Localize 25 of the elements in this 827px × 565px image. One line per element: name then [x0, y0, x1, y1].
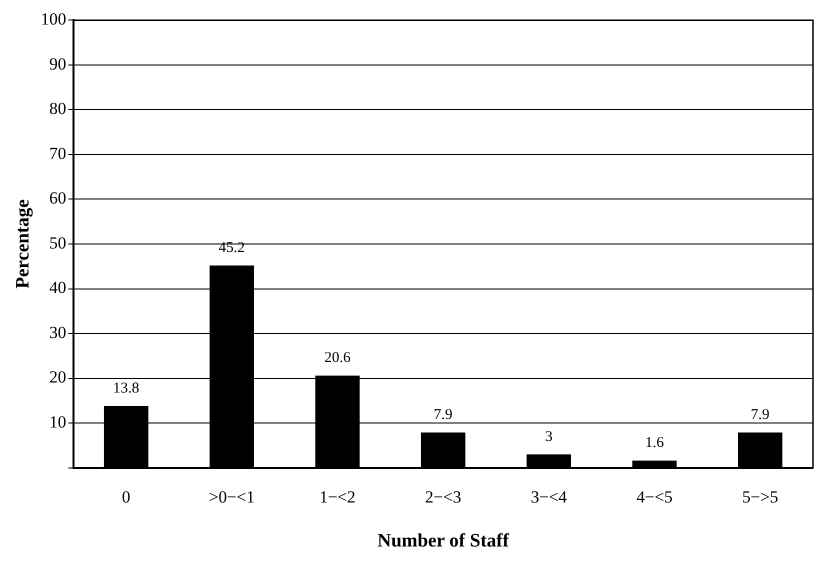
x-axis-title: Number of Staff	[377, 530, 510, 552]
y-tick-label: 50	[49, 233, 66, 252]
data-label: 1.6	[645, 435, 664, 452]
y-tick-label: 70	[49, 144, 66, 163]
y-tick-label: 30	[49, 322, 66, 342]
y-tick-label: 20	[49, 368, 66, 387]
data-label: 7.9	[434, 406, 453, 423]
y-tick-label: 60	[49, 188, 66, 208]
x-tick-label: 0	[122, 487, 130, 506]
x-tick-label: 2−<3	[425, 487, 462, 506]
y-tick-label: 90	[49, 54, 66, 74]
y-tick-label: 40	[49, 278, 66, 298]
y-tick-label: 100	[40, 10, 66, 29]
x-tick-label: 5−>5	[742, 487, 778, 506]
x-tick-label: 1−<2	[319, 487, 356, 506]
y-tick-label: 80	[49, 99, 66, 118]
data-label: 7.9	[750, 406, 770, 423]
x-tick-label: 3−<4	[530, 487, 568, 506]
data-label: 13.8	[113, 380, 140, 396]
data-label: 3	[545, 428, 553, 445]
y-tick-label: 10	[49, 412, 66, 432]
x-tick-label: 4−<5	[636, 487, 673, 506]
y-axis-title: Percentage	[12, 199, 34, 289]
x-tick-label: >0−<1	[208, 487, 255, 506]
data-label: 20.6	[324, 350, 352, 366]
